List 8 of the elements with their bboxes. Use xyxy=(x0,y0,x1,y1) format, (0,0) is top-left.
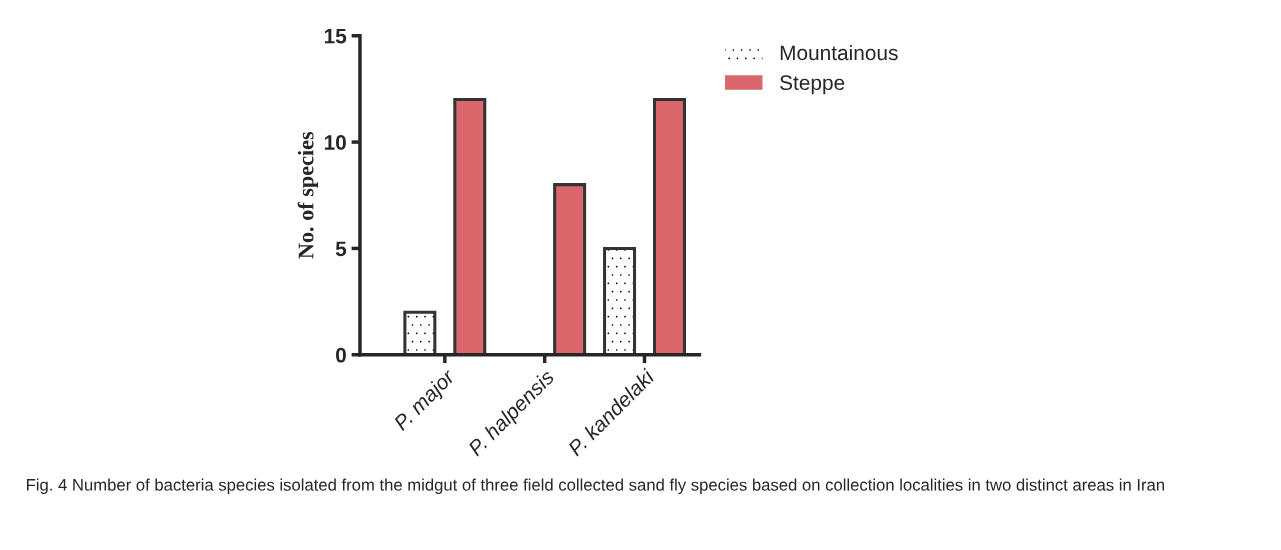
y-tick-label: 0 xyxy=(336,347,346,363)
legend-label: Mountainous xyxy=(780,44,898,61)
y-axis-title: No. of species xyxy=(297,131,319,259)
caption: Fig. 4 Number of bacteria species isolated from the midgut of three field collected sand fly species based on collection localities in two distinct areas in Iran xyxy=(26,478,1165,495)
y-tick-label: 15 xyxy=(324,28,347,44)
y-tick-label: 5 xyxy=(335,241,347,257)
y-tick-label: 10 xyxy=(324,135,346,150)
legend-label: Steppe xyxy=(780,75,845,95)
